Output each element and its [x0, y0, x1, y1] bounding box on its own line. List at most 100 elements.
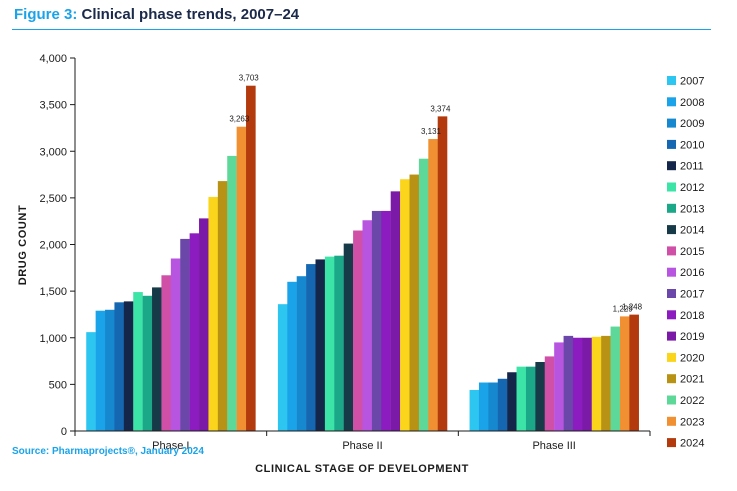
legend: 2007 2008 2009 2010 2011 2012 2013 2014 2015 2016…: [667, 76, 704, 450]
legend-label: 2014: [680, 225, 704, 237]
chart-title-bar: Figure 3: Clinical phase trends, 2007–24: [14, 6, 299, 23]
y-tick-label: 4,000: [39, 53, 67, 65]
legend-swatch: [667, 267, 676, 277]
bar-series: [86, 85, 639, 432]
bar-2018-phase-iii: [572, 337, 583, 431]
y-tick-label: 1,000: [39, 333, 67, 345]
legend-label: 2015: [680, 246, 704, 258]
title-divider: [12, 29, 711, 30]
bar-2021-phase-ii: [409, 174, 420, 431]
y-tick-label: 3,000: [39, 146, 67, 158]
bar-2024-phase-i: [246, 85, 256, 431]
bar-2012-phase-i: [133, 292, 143, 431]
legend-swatch: [667, 97, 676, 107]
bar-2013-phase-ii: [334, 255, 344, 431]
data-label: 3,263: [229, 115, 250, 124]
x-axis-title: CLINICAL STAGE OF DEVELOPMENT: [255, 463, 469, 475]
bar-2020-phase-iii: [591, 336, 602, 431]
legend-label: 2021: [680, 374, 704, 386]
legend-swatch: [667, 225, 676, 235]
bar-2019-phase-iii: [582, 337, 592, 431]
legend-label: 2007: [680, 76, 704, 88]
legend-label: 2008: [680, 97, 704, 109]
bar-2009-phase-iii: [488, 382, 498, 431]
legend-label: 2018: [680, 310, 704, 322]
legend-label: 2013: [680, 203, 704, 215]
y-tick-label: 0: [61, 426, 67, 438]
bar-2013-phase-i: [142, 295, 153, 431]
x-tick-label: Phase II: [342, 440, 382, 452]
legend-label: 2011: [680, 161, 704, 173]
legend-swatch: [667, 139, 676, 149]
axes: [74, 58, 651, 436]
legend-label: 2017: [680, 289, 704, 301]
data-label: 3,703: [239, 74, 260, 83]
page-title: Clinical phase trends, 2007–24: [81, 6, 300, 23]
source-note: Source: Pharmaprojects®, January 2024: [12, 446, 204, 457]
bar-2021-phase-iii: [601, 335, 611, 431]
bar-2010-phase-iii: [497, 378, 508, 431]
bar-2007-phase-i: [86, 332, 96, 431]
bar-2011-phase-ii: [315, 259, 326, 431]
legend-swatch: [667, 395, 676, 405]
bar-2018-phase-ii: [381, 210, 391, 431]
bar-2010-phase-ii: [306, 264, 316, 431]
bar-2014-phase-iii: [535, 361, 545, 431]
data-label: 3,131: [421, 127, 442, 136]
legend-swatch: [667, 310, 676, 320]
bar-2023-phase-iii: [619, 316, 630, 431]
bar-2024-phase-iii: [629, 314, 639, 431]
bar-2010-phase-i: [114, 302, 125, 431]
bar-2014-phase-i: [152, 287, 162, 431]
figure-label: Figure 3:: [14, 6, 78, 23]
legend-label: 2010: [680, 139, 704, 151]
y-axis-ticks: 0 500 1,000 1,500 2,000 2,500 3,000 3,500 4,000: [39, 53, 75, 438]
legend-label: 2012: [680, 182, 704, 194]
legend-swatch: [667, 246, 676, 256]
bar-2013-phase-iii: [525, 366, 536, 431]
bar-2019-phase-ii: [390, 191, 401, 431]
bar-2008-phase-iii: [478, 382, 489, 431]
bar-2020-phase-ii: [400, 179, 410, 431]
legend-label: 2020: [680, 352, 704, 364]
legend-label: 2022: [680, 395, 704, 407]
bar-2021-phase-i: [217, 181, 228, 431]
bar-2020-phase-i: [208, 196, 219, 431]
bar-2011-phase-iii: [507, 372, 517, 431]
bar-2018-phase-i: [189, 233, 200, 431]
bar-2019-phase-i: [199, 218, 209, 431]
legend-swatch: [667, 203, 676, 213]
bar-2022-phase-i: [227, 155, 237, 431]
y-tick-label: 2,500: [39, 193, 67, 205]
legend-label: 2023: [680, 416, 704, 428]
x-axis-ticks: Phase I Phase II Phase III: [152, 440, 576, 452]
legend-swatch: [667, 289, 676, 298]
legend-swatch: [667, 76, 676, 85]
bar-2017-phase-ii: [371, 210, 382, 431]
bar-2008-phase-ii: [287, 281, 297, 431]
bar-2022-phase-iii: [610, 326, 621, 431]
bar-2008-phase-i: [95, 310, 106, 431]
legend-swatch: [667, 416, 676, 426]
bar-2017-phase-iii: [563, 335, 574, 431]
bar-2009-phase-ii: [296, 276, 307, 431]
bar-2011-phase-i: [123, 301, 134, 431]
legend-label: 2024: [680, 438, 704, 450]
bar-2015-phase-i: [161, 275, 172, 431]
y-tick-label: 500: [49, 379, 67, 391]
legend-swatch: [667, 161, 676, 171]
data-label: 1,248: [622, 303, 643, 312]
x-tick-label: Phase I: [152, 440, 189, 452]
bar-2016-phase-iii: [554, 342, 564, 431]
data-label: 3,374: [430, 104, 451, 113]
bar-2023-phase-i: [236, 126, 247, 431]
bar-2016-phase-ii: [362, 220, 373, 431]
legend-swatch: [667, 331, 676, 341]
legend-label: 2019: [680, 331, 704, 343]
legend-swatch: [667, 118, 676, 128]
y-axis-title: DRUG COUNT: [17, 205, 29, 286]
y-tick-label: 1,500: [39, 286, 67, 298]
x-tick-label: Phase III: [532, 440, 575, 452]
legend-label: 2016: [680, 267, 704, 279]
